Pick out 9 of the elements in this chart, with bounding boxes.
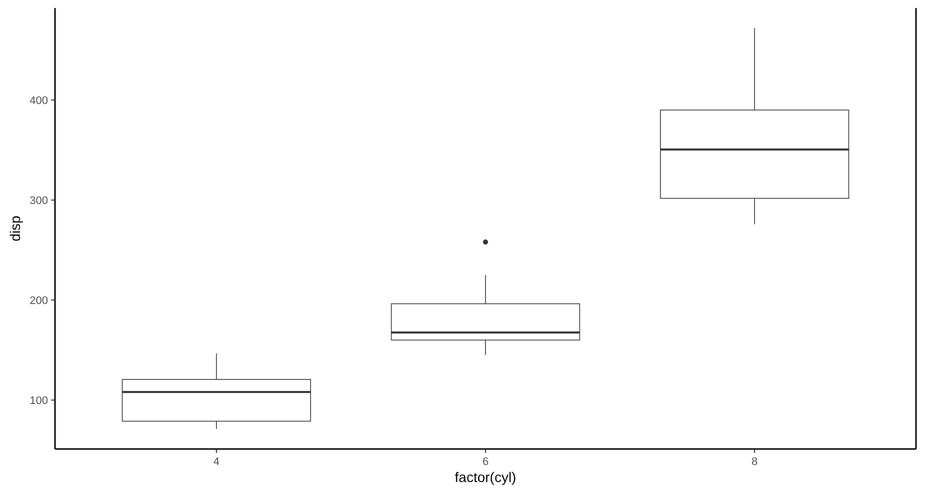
- y-tick-label: 100: [30, 394, 48, 407]
- x-axis-title: factor(cyl): [454, 469, 516, 485]
- y-tick-label: 300: [30, 194, 48, 207]
- x-tick-label: 8: [752, 456, 758, 468]
- y-axis-title: disp: [7, 215, 23, 242]
- x-tick-label: 6: [482, 456, 489, 468]
- y-tick-label: 200: [30, 294, 48, 307]
- x-tick-label: 4: [213, 456, 220, 468]
- y-tick-label: 400: [30, 94, 48, 107]
